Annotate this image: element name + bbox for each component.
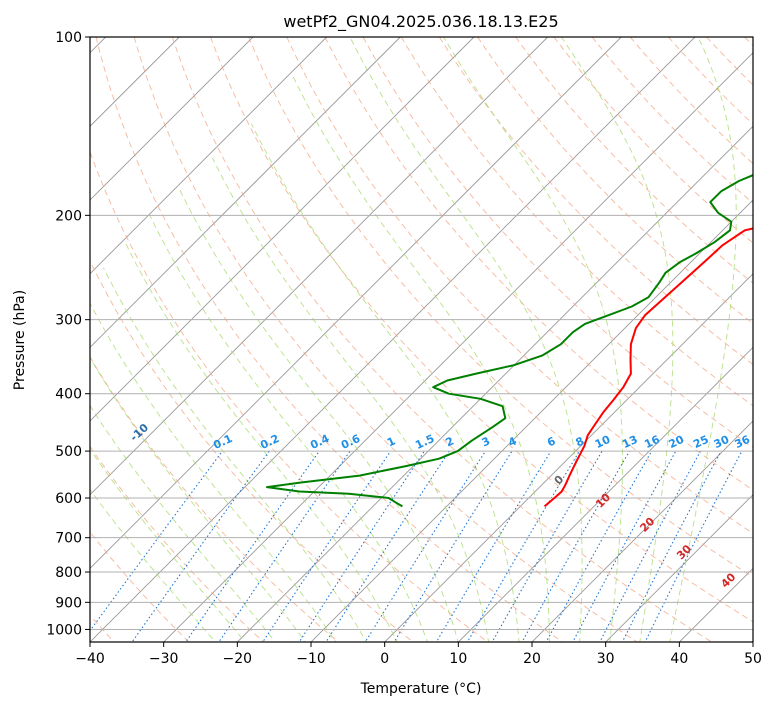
isotherm-line xyxy=(90,37,549,496)
isotherm-line xyxy=(90,37,696,642)
isotherm-line xyxy=(457,346,753,642)
x-tick-label: 20 xyxy=(523,651,541,667)
x-tick-label: −10 xyxy=(296,651,326,667)
moist-adiabat-line xyxy=(443,37,623,642)
temperature-line xyxy=(543,227,753,508)
x-tick-label: 10 xyxy=(449,651,467,667)
moist-adiabat-line xyxy=(102,267,367,642)
dry-adiabat-line xyxy=(90,259,414,642)
pressure-gridlines xyxy=(90,37,753,630)
y-tick-label: 600 xyxy=(55,491,82,507)
x-tick-label: 30 xyxy=(597,651,615,667)
y-tick-label: 900 xyxy=(55,595,82,611)
y-tick-label: 800 xyxy=(55,565,82,581)
moist-adiabat-line xyxy=(349,37,583,642)
moist-adiabat-line xyxy=(90,404,276,642)
y-tick-label: 700 xyxy=(55,531,82,547)
isotherm-line xyxy=(90,37,254,201)
y-tick-label: 300 xyxy=(55,313,82,329)
isotherm-line xyxy=(90,37,622,570)
mixing-ratio-label: 13 xyxy=(620,433,639,451)
x-tick-label: −30 xyxy=(149,651,179,667)
y-axis: 100 200 300 400 500 600 700 800 900 1000 xyxy=(46,30,90,638)
isotherm-line xyxy=(90,37,401,348)
dry-adiabat-line xyxy=(400,37,753,407)
moist-adiabat-line xyxy=(561,37,674,642)
x-axis-label: Temperature (°C) xyxy=(360,681,482,697)
dry-adiabat-line xyxy=(286,37,753,534)
y-tick-label: 200 xyxy=(55,208,82,224)
y-tick-label: 1000 xyxy=(46,622,82,638)
isotherm-line xyxy=(605,494,753,642)
moist-adiabat-line xyxy=(149,215,428,642)
mixing-ratio-label: 25 xyxy=(691,433,710,451)
dry-adiabat-line xyxy=(324,37,753,491)
dry-adiabat-line xyxy=(553,37,753,244)
dry-adiabat-line xyxy=(171,37,713,642)
moist-adiabat-line xyxy=(290,72,550,642)
moist-adiabat-line xyxy=(178,188,459,642)
mixing-ratio-label: 36 xyxy=(733,433,753,451)
mixing-ratio-label: 30 xyxy=(712,433,732,451)
dry-adiabat-line xyxy=(90,150,489,642)
moist-adiabat-line xyxy=(90,302,337,642)
isopleth-labels: 0.10.20.40.611.52346810131620253036-100-… xyxy=(128,421,753,591)
moist-adiabat-line xyxy=(90,356,306,642)
x-tick-label: 0 xyxy=(380,651,389,667)
isotherm-line xyxy=(310,199,753,642)
sounding-series xyxy=(266,174,753,508)
isotherm-line xyxy=(384,273,753,642)
dry-adiabat-line xyxy=(95,37,564,642)
chart-title: wetPf2_GN04.2025.036.18.13.E25 xyxy=(283,12,558,32)
x-tick-label: 50 xyxy=(744,651,762,667)
x-tick-label: 40 xyxy=(670,651,688,667)
dry-adiabat-line xyxy=(248,37,753,578)
y-tick-label: 400 xyxy=(55,387,82,403)
x-axis: −40 −30 −20 −10 0 10 20 30 40 50 xyxy=(75,642,762,667)
isotherm-line xyxy=(90,37,475,422)
isotherm-line xyxy=(531,420,753,642)
mixing-ratio-label: 16 xyxy=(642,433,662,451)
y-axis-label: Pressure (hPa) xyxy=(12,290,28,390)
dry-adiabat-line xyxy=(90,531,190,642)
moist-adiabat-line xyxy=(90,448,246,642)
mixing-ratio-label: 20 xyxy=(667,433,687,451)
dry-adiabat-line xyxy=(90,445,265,642)
y-tick-label: 100 xyxy=(55,30,82,46)
dewpoint-line xyxy=(266,174,753,508)
isotherm-line xyxy=(236,125,753,642)
dry-adiabat-line xyxy=(362,37,753,449)
plot-frame xyxy=(89,36,754,643)
dry-adiabat-line xyxy=(439,37,753,365)
dry-adiabat-line xyxy=(133,37,638,642)
dry-adiabat-line xyxy=(210,37,753,623)
isotherm-line xyxy=(90,37,328,275)
x-tick-label: −20 xyxy=(223,651,253,667)
isotherm-line xyxy=(163,52,753,642)
dry-adiabat-line xyxy=(515,37,753,284)
mixing-ratio-label: 10 xyxy=(593,433,613,451)
background-isopleths xyxy=(90,37,753,642)
moist-adiabat-line xyxy=(123,239,398,642)
dry-adiabat-line xyxy=(629,37,753,165)
moist-adiabat-line xyxy=(90,488,216,642)
x-tick-label: −40 xyxy=(75,651,105,667)
y-tick-label: 500 xyxy=(55,444,82,460)
moist-adiabat-line xyxy=(669,37,737,642)
